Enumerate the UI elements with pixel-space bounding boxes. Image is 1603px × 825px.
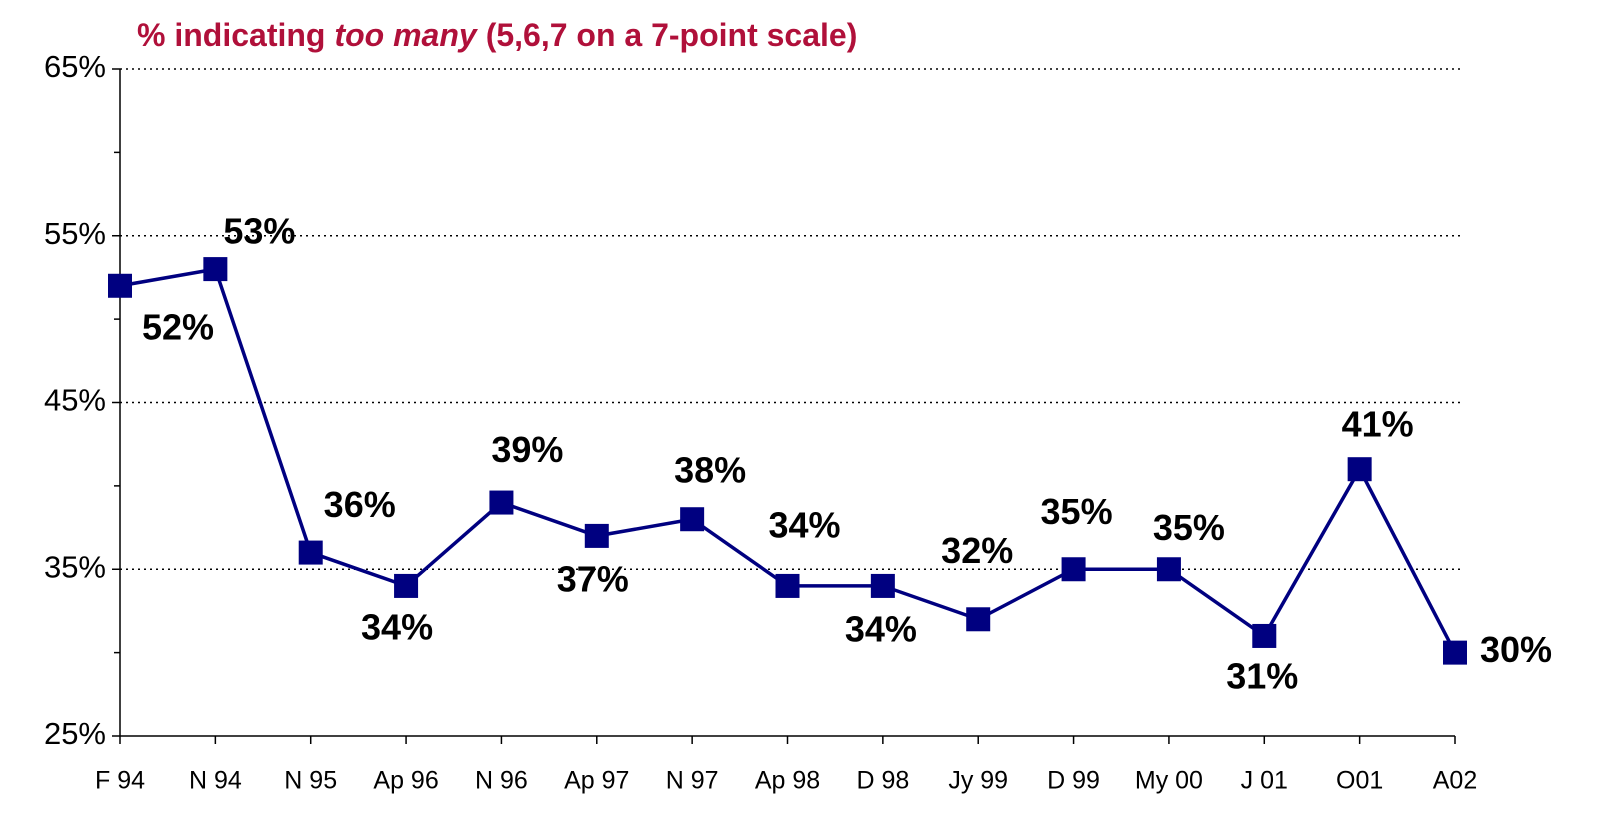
x-tick-label: Ap 96	[373, 767, 438, 795]
data-label: 34%	[768, 504, 840, 545]
data-point	[108, 273, 132, 298]
data-label: 34%	[845, 608, 917, 649]
data-point	[394, 573, 419, 598]
data-point	[1347, 457, 1372, 482]
title-suffix: (5,6,7 on a 7-point scale)	[486, 17, 858, 53]
y-tick-label: 35%	[44, 549, 106, 584]
title-prefix: % indicating	[137, 17, 325, 53]
data-label: 32%	[941, 530, 1013, 571]
x-tick-label: N 94	[189, 767, 242, 795]
x-tick-label: Jy 99	[948, 767, 1008, 795]
data-point	[680, 507, 705, 532]
x-tick-label: D 98	[856, 767, 909, 795]
x-tick-label: F 94	[95, 767, 145, 795]
data-label: 38%	[674, 450, 746, 491]
data-label: 30%	[1480, 629, 1552, 670]
title-emphasis: too many	[334, 17, 478, 53]
data-label: 34%	[361, 606, 433, 647]
data-label: 53%	[223, 211, 295, 252]
data-label: 36%	[324, 484, 396, 525]
y-tick-label: 65%	[44, 49, 106, 84]
data-point	[870, 573, 895, 598]
data-label: 31%	[1226, 655, 1298, 696]
chart-title: % indicating too many (5,6,7 on a 7-point …	[137, 17, 857, 53]
y-tick-label: 45%	[44, 383, 106, 418]
x-tick-label: N 95	[284, 767, 337, 795]
data-point	[489, 490, 514, 515]
x-tick-label: J 01	[1241, 767, 1288, 795]
data-point	[1061, 557, 1086, 582]
x-tick-label: O01	[1336, 767, 1383, 795]
data-label: 39%	[491, 429, 563, 470]
x-tick-label: Ap 98	[755, 767, 820, 795]
x-tick-label: A02	[1433, 767, 1477, 795]
x-tick-label: N 97	[666, 767, 719, 795]
y-tick-label: 25%	[44, 716, 106, 751]
data-point	[584, 523, 609, 548]
data-label: 37%	[557, 558, 629, 599]
data-point	[775, 573, 800, 598]
data-label: 35%	[1041, 491, 1113, 532]
data-label: 52%	[142, 306, 214, 347]
x-tick-label: Ap 97	[564, 767, 629, 795]
y-tick-label: 55%	[44, 216, 106, 251]
data-label: 35%	[1153, 507, 1225, 548]
data-label: 41%	[1342, 404, 1414, 445]
data-point	[966, 607, 991, 632]
data-point	[298, 540, 323, 565]
data-point	[203, 257, 228, 282]
data-point	[1156, 557, 1181, 582]
x-tick-label: D 99	[1047, 767, 1100, 795]
data-point	[1252, 623, 1277, 648]
x-tick-label: N 96	[475, 767, 528, 795]
x-tick-label: My 00	[1135, 767, 1203, 795]
data-point	[1443, 640, 1467, 665]
